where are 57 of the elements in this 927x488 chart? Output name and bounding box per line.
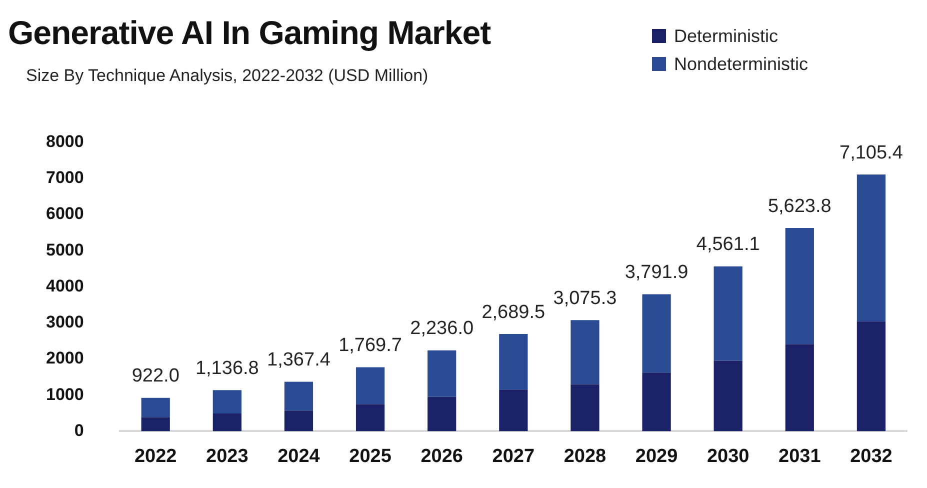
bar: [212, 390, 242, 414]
chart-title: Generative AI In Gaming Market: [8, 14, 491, 52]
bar: [499, 390, 528, 432]
bar: [856, 321, 886, 432]
total-label: 1,769.7: [338, 335, 402, 356]
total-label: 922.0: [132, 366, 180, 387]
y-tick-label: 5000: [46, 240, 84, 260]
y-tick-label: 3000: [46, 312, 84, 332]
bar: [714, 266, 742, 361]
bar: [642, 372, 671, 432]
chart-subtitle: Size By Technique Analysis, 2022-2032 (USD Million): [26, 66, 428, 86]
bar: [356, 404, 385, 432]
bar: [141, 417, 170, 432]
y-tick-label: 6000: [46, 204, 84, 224]
y-tick-label: 7000: [46, 168, 84, 188]
x-tick-label: 2022: [134, 446, 177, 467]
bar: [570, 320, 600, 384]
bar: [570, 384, 600, 432]
total-label: 2,236.0: [410, 318, 474, 340]
total-label: 2,689.5: [482, 302, 546, 323]
bar: [714, 360, 742, 432]
total-label: 7,105.4: [840, 142, 904, 164]
bar: [785, 228, 814, 344]
x-tick-label: 2031: [778, 446, 822, 467]
y-tick-label: 2000: [46, 348, 84, 368]
total-label: 3,791.9: [624, 262, 688, 283]
legend-label: Deterministic: [674, 26, 778, 46]
total-label: 1,367.4: [267, 350, 331, 371]
y-tick-label: 1000: [46, 384, 84, 404]
x-tick-label: 2026: [420, 446, 463, 467]
y-tick-label: 0: [74, 420, 84, 440]
x-tick-label: 2030: [706, 446, 750, 467]
x-tick-label: 2025: [349, 446, 392, 467]
total-label: 3,075.3: [553, 288, 617, 309]
bar: [785, 344, 814, 432]
total-label: 5,623.8: [768, 196, 832, 217]
bar: [856, 174, 886, 322]
total-label: 4,561.1: [696, 234, 760, 256]
bar: [356, 367, 385, 404]
y-tick-label: 8000: [46, 132, 84, 151]
bar: [428, 350, 456, 397]
x-tick-label: 2032: [850, 446, 892, 467]
bar: [642, 294, 671, 373]
x-tick-label: 2029: [635, 446, 678, 467]
bar: [212, 414, 242, 432]
total-label: 1,136.8: [195, 358, 259, 379]
bar: [141, 398, 170, 418]
x-tick-label: 2028: [564, 446, 606, 467]
x-tick-label: 2024: [278, 446, 320, 467]
y-tick-label: 4000: [46, 276, 84, 296]
bar: [428, 396, 456, 432]
bar: [284, 410, 314, 432]
x-tick-label: 2023: [206, 446, 248, 467]
x-tick-label: 2027: [492, 446, 535, 467]
bar: [284, 382, 314, 411]
legend-label: Nondeterministic: [674, 54, 808, 74]
bar: [499, 334, 528, 390]
